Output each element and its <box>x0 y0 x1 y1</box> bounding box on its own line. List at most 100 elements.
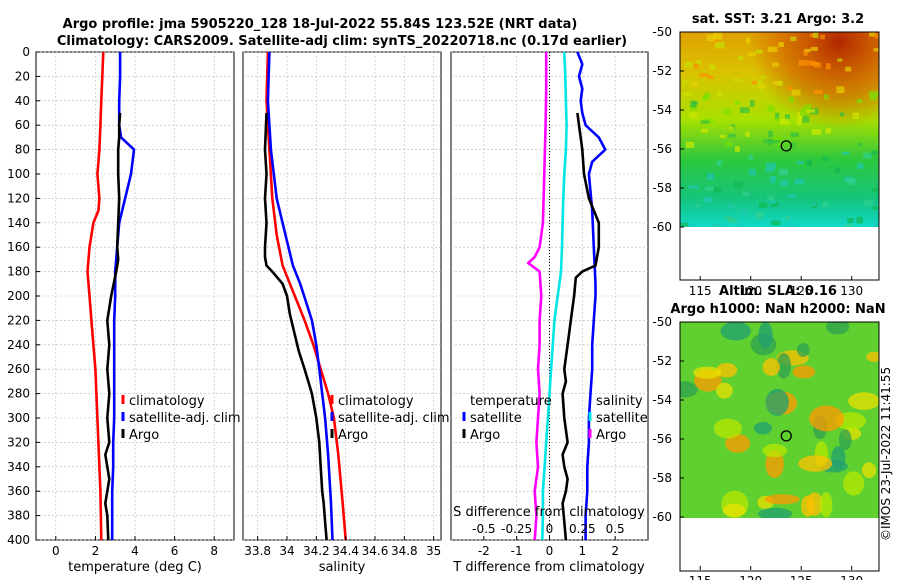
sst-pixel <box>836 86 845 94</box>
sst-pixel <box>703 196 713 204</box>
sst-pixel <box>734 100 741 105</box>
sst-pixel <box>733 218 738 223</box>
sla-anomaly <box>758 507 793 518</box>
sst-pixel <box>680 126 687 131</box>
sst-pixel <box>706 173 715 181</box>
x-tick-label: 1 <box>579 544 587 558</box>
sla-anomaly <box>765 450 784 479</box>
sst-pixel <box>715 41 725 49</box>
lon-tick-label: 130 <box>840 284 863 298</box>
sst-pixel <box>872 187 879 192</box>
legend-label: Argo <box>338 428 368 443</box>
sst-map-frame <box>679 31 880 281</box>
sla-anomaly <box>819 492 833 518</box>
sst-pixel <box>785 215 790 221</box>
sst-pixel <box>857 142 863 147</box>
sst-pixel <box>725 216 732 221</box>
sla-anomaly <box>843 471 865 496</box>
sst-pixel <box>872 206 879 210</box>
title-line-1: Argo profile: jma 5905220_128 18-Jul-202… <box>63 17 578 32</box>
y-tick-label: 200 <box>7 289 30 303</box>
sst-pixel <box>768 130 773 138</box>
x-tick-label: 0 <box>52 544 60 558</box>
lon-tick-label: 120 <box>739 284 762 298</box>
sst-pixel <box>863 152 872 159</box>
y-tick-label: 40 <box>15 94 30 108</box>
sla-anomaly <box>776 352 791 379</box>
sst-pixel <box>700 120 710 124</box>
lon-tick-label: 125 <box>790 574 813 580</box>
sst-pixel <box>810 46 818 51</box>
sst-pixel <box>825 127 832 134</box>
sst-pixel <box>801 106 806 111</box>
x-tick-label: 0 <box>546 544 554 558</box>
sst-pixel <box>751 80 758 85</box>
legend-label: satellite <box>470 411 522 426</box>
legend-label: Argo <box>596 428 626 443</box>
sst-pixel <box>767 105 775 113</box>
argo-position-marker <box>780 430 792 442</box>
sst-pixel <box>794 178 804 185</box>
lon-tick-label: 130 <box>840 574 863 580</box>
s-tick-label: -0.25 <box>501 522 532 536</box>
sla-anomaly <box>792 365 816 379</box>
series-line-s-satellite <box>541 51 568 541</box>
lon-tick-label: 125 <box>790 284 813 298</box>
legend-label: climatology <box>129 394 205 409</box>
legend-title-temperature: temperature <box>470 394 552 409</box>
y-tick-label: 140 <box>7 216 30 230</box>
sst-pixel <box>780 179 789 187</box>
sst-pixel <box>683 92 692 96</box>
sst-pixel <box>706 34 716 41</box>
series-line-argo <box>263 112 328 541</box>
sst-pixel <box>786 193 796 198</box>
lat-tick-label: -56 <box>652 142 672 156</box>
sst-pixel <box>796 118 802 125</box>
sst-pixel <box>805 104 812 112</box>
lat-tick-label: -60 <box>652 510 672 524</box>
legend-label: Argo <box>129 428 159 443</box>
sst-pixel <box>770 202 779 207</box>
lat-tick-label: -52 <box>652 354 672 368</box>
sst-pixel <box>685 141 695 148</box>
x-tick-label: 34.2 <box>303 544 330 558</box>
y-tick-label: 260 <box>7 362 30 376</box>
sst-pixel <box>779 118 790 125</box>
sst-pixel <box>682 79 688 85</box>
salinity-panel: 33.8 34 34.2 34.4 34.6 34.8 35 salinity climat… <box>242 51 450 575</box>
sst-pixel <box>805 60 816 66</box>
sla-anomaly <box>722 503 746 517</box>
sst-pixel <box>871 150 878 156</box>
sst-pixel <box>857 163 864 169</box>
sla-anomaly <box>720 322 751 341</box>
sla-anomaly <box>716 362 738 378</box>
sla-anomaly <box>861 462 877 479</box>
lat-tick-label: -50 <box>652 25 672 39</box>
sst-pixel <box>770 139 781 144</box>
sst-pixel <box>835 167 841 174</box>
series-line-climatology <box>265 51 347 541</box>
sst-pixel <box>759 84 767 88</box>
y-tick-label: 180 <box>7 265 30 279</box>
sst-pixel <box>755 49 763 54</box>
lat-tick-label: -52 <box>652 64 672 78</box>
salinity-xlabel: salinity <box>319 560 366 575</box>
sst-pixel <box>689 112 698 118</box>
sla-anomaly <box>762 443 788 458</box>
sla-anomaly <box>725 434 751 453</box>
sst-pixel <box>699 73 709 77</box>
sst-pixel <box>745 37 751 44</box>
sst-pixel <box>811 129 822 135</box>
s-tick-label: 0 <box>546 522 554 536</box>
sst-pixel <box>716 160 722 167</box>
sst-pixel <box>768 139 773 146</box>
sst-pixel <box>747 52 756 57</box>
sst-pixel <box>874 223 879 227</box>
sst-pixel <box>820 34 825 40</box>
sla-anomaly <box>716 382 733 399</box>
y-tick-label: 340 <box>7 460 30 474</box>
legend-label: satellite <box>596 411 648 426</box>
x-tick-label: 34 <box>279 544 294 558</box>
sst-pixel <box>733 181 743 189</box>
y-tick-label: 240 <box>7 338 30 352</box>
